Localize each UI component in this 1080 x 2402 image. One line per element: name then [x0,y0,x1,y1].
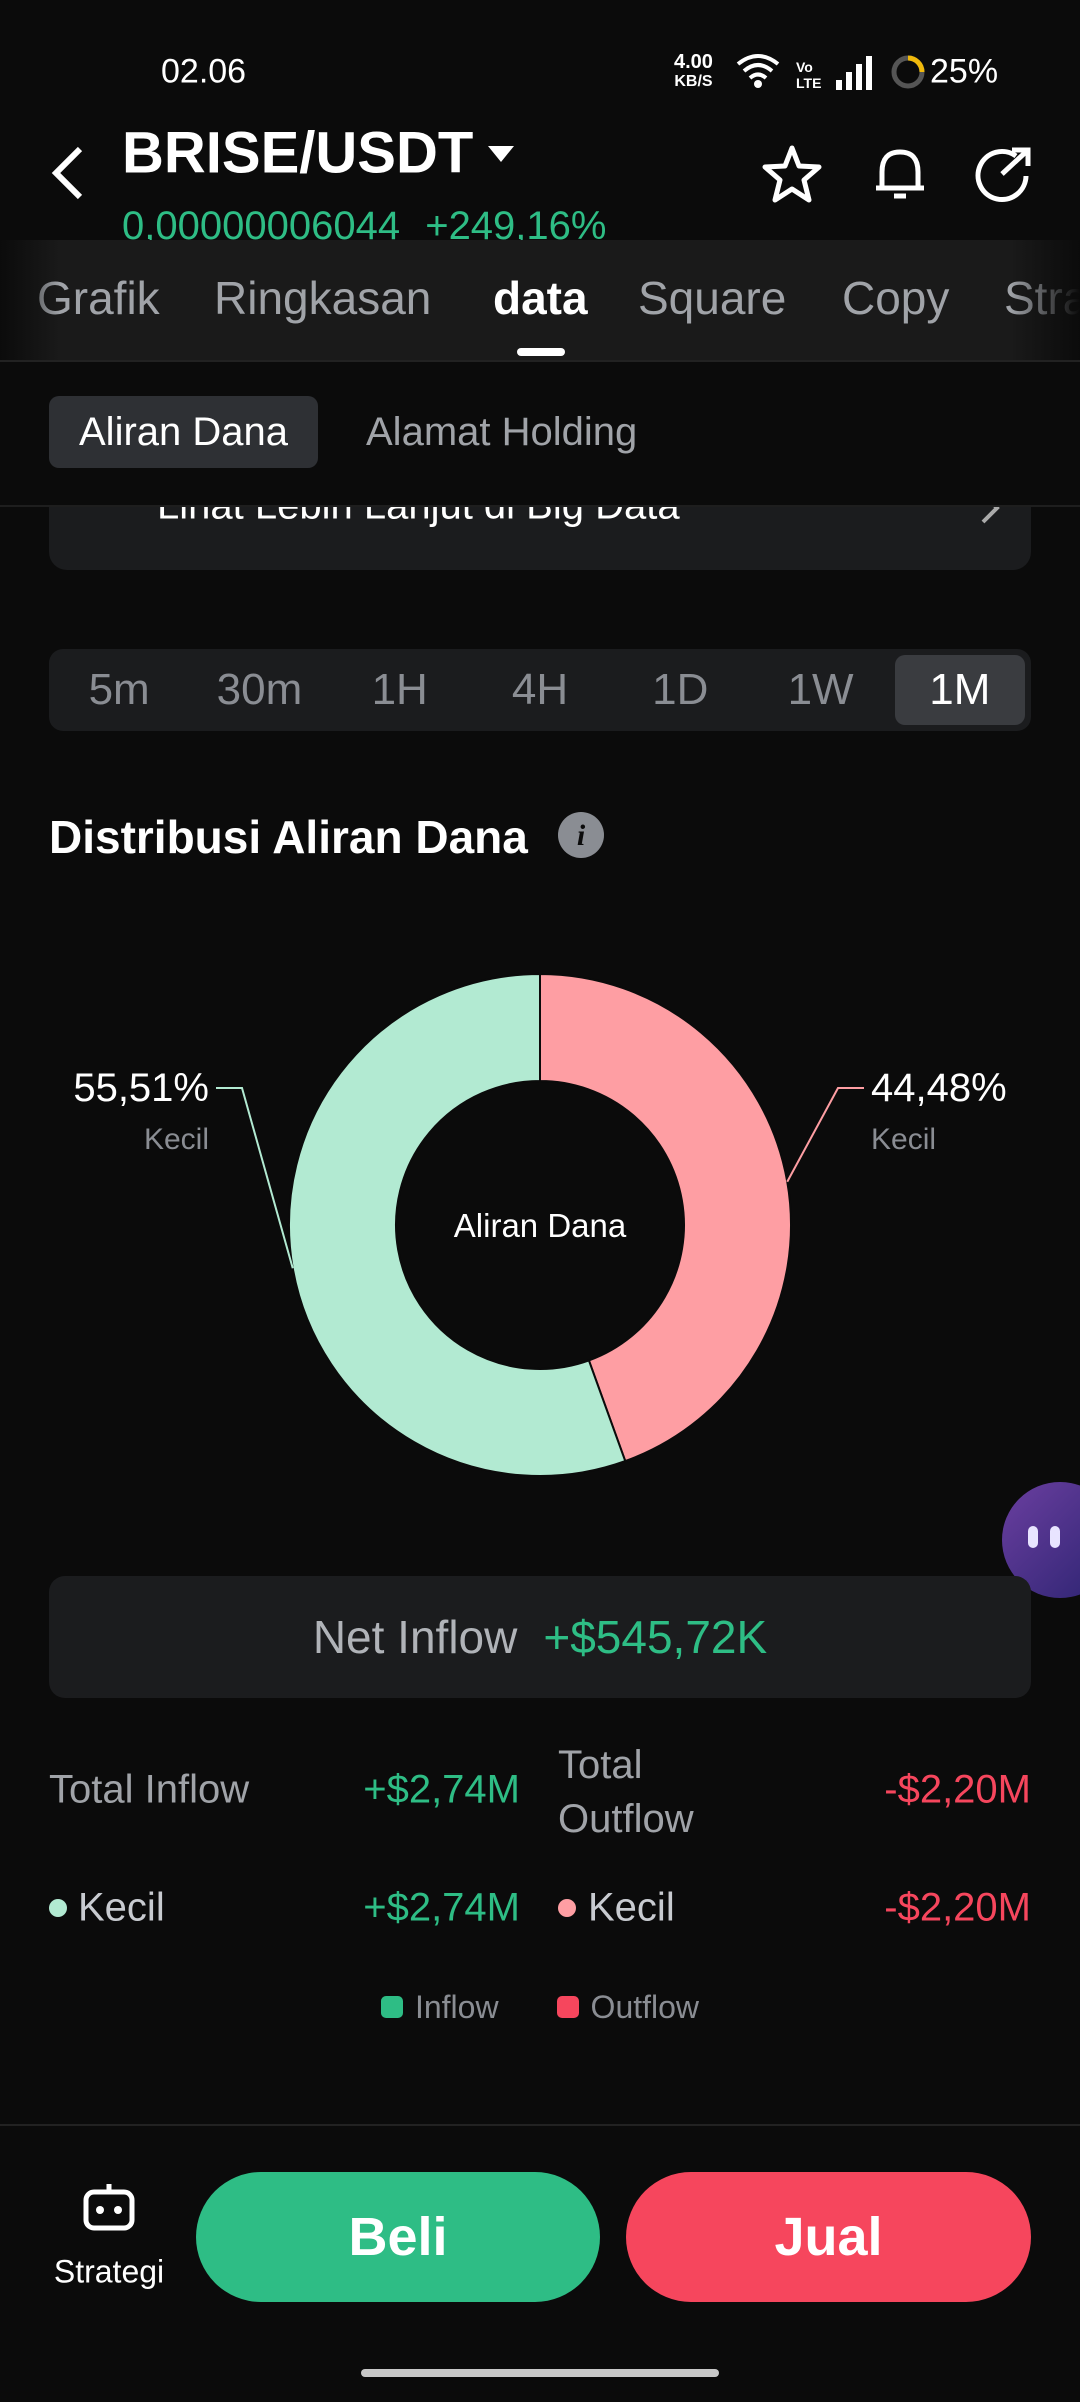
period-option[interactable]: 1D [652,665,709,714]
tab[interactable]: data [493,272,588,324]
battery-icon [891,55,925,89]
info-icon[interactable]: i [558,812,604,858]
tab[interactable]: Copy [842,272,950,324]
slice-value-label: 44,48% [871,1066,1007,1110]
svg-text:i: i [577,819,586,852]
pair-title[interactable]: BRISE/USDT [122,120,474,186]
donut-center-label: Aliran Dana [454,1207,627,1244]
sub-tab[interactable]: Aliran Dana [49,396,319,468]
buy-button[interactable]: Beli [196,2172,600,2302]
alert-button[interactable] [870,144,930,204]
net-inflow-value: +$545,72K [543,1611,768,1663]
legend: Inflow Outflow [0,1985,1080,2029]
tab-bar [0,240,1080,362]
tab-fade [0,240,60,360]
leader-line [786,1087,864,1183]
period-option[interactable]: 30m [216,665,303,714]
outflow-sub-label: Kecil [588,1885,675,1930]
outflow-dot [558,1899,576,1917]
status-time: 02.06 [161,52,247,91]
section-title: Distribusi Aliran Dana [49,811,528,863]
favorite-button[interactable] [760,144,824,204]
inflow-dot [49,1899,67,1917]
sub-tab-list: Aliran Dana Alamat Holding [0,396,1080,468]
svg-text:Vo: Vo [796,59,813,75]
legend-label: Inflow [414,1988,499,2025]
sell-button[interactable]: Jual [626,2172,1031,2302]
period-option[interactable]: 5m [88,665,150,714]
period-option[interactable]: 1H [371,665,428,714]
tab[interactable]: Ringkasan [214,272,432,324]
legend-item: Outflow [556,1985,700,2029]
total-outflow-value: -$2,20M [884,1767,1031,1812]
battery-level: 25% [930,52,999,91]
strategy-icon[interactable] [82,2182,136,2232]
inflow-sub-label: Kecil [78,1885,165,1930]
sub-tab[interactable]: Alamat Holding [366,410,638,454]
donut-chart: 44,48% Kecil 55,51% Kecil Aliran Dana [73,972,1007,1477]
donut-slice [288,972,627,1477]
net-inflow-card: Net Inflow +$545,72K [49,1576,1031,1698]
inflow-sub-value: +$2,74M [363,1885,520,1930]
donut-slice [539,972,792,1463]
legend-swatch [380,1996,403,2018]
period-option[interactable]: 4H [511,665,569,714]
period-option[interactable]: 1M [894,655,1025,725]
legend-label: Outflow [590,1988,700,2025]
svg-text:LTE: LTE [796,75,821,91]
net-speed-unit: KB/S [674,73,713,90]
leader-line [216,1087,294,1269]
tab-list: GrafikRingkasandataSquareCopyStra [0,240,1080,360]
legend-swatch [556,1996,579,2018]
net-speed-value: 4.00 [674,51,713,73]
tab-fade [1010,240,1080,360]
assistant-bubble[interactable] [1000,1480,1080,1600]
total-inflow-value: +$2,74M [363,1767,520,1812]
strategy-label[interactable]: Strategi [53,2253,165,2290]
total-outflow-label: Total Outflow [558,1743,694,1841]
legend-item: Inflow [380,1985,499,2029]
home-indicator [361,2369,719,2377]
tab[interactable]: Square [638,272,787,324]
share-button[interactable] [972,144,1034,204]
slice-name: Kecil [144,1123,209,1156]
net-speed: 4.00 KB/S [674,52,713,92]
back-button[interactable] [48,145,88,201]
slice-name: Kecil [871,1123,936,1156]
slice-value-label: 55,51% [73,1066,209,1110]
period-option[interactable]: 1W [787,665,854,714]
status-icons: Vo LTE [736,54,872,91]
total-inflow-label: Total Inflow [49,1767,250,1812]
outflow-sub-value: -$2,20M [884,1885,1031,1930]
period-selector: 5m 30m 1H 4H 1D 1W 1M [49,649,1031,731]
pair-dropdown[interactable] [486,144,516,164]
net-inflow-label: Net Inflow [312,1611,518,1663]
tab-indicator [517,348,565,356]
